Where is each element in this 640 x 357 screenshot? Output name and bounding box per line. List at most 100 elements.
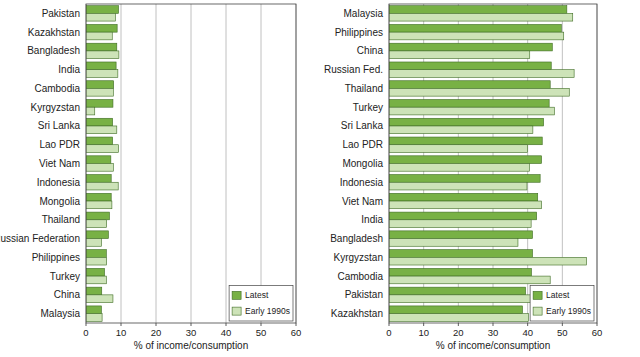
tick-label: 10	[418, 327, 429, 338]
tick-label: 30	[186, 327, 197, 338]
category-label: Kyrgyzstan	[31, 102, 80, 113]
bar	[86, 107, 95, 115]
bar	[86, 175, 111, 183]
bar	[86, 268, 105, 276]
tick-mark	[191, 323, 192, 326]
tick-mark	[156, 323, 157, 326]
bar	[389, 32, 564, 40]
category-label: Malaysia	[41, 308, 81, 319]
bar	[86, 13, 115, 21]
bar	[389, 13, 573, 21]
tick-mark	[261, 323, 262, 326]
category-label: Viet Nam	[39, 158, 80, 169]
grid-line	[562, 4, 563, 323]
bars	[389, 6, 587, 322]
category-label: China	[54, 289, 81, 300]
category-label: Bangladesh	[27, 45, 80, 56]
bar	[86, 164, 113, 172]
bar	[389, 193, 538, 201]
bar	[86, 88, 113, 96]
bar	[389, 145, 528, 153]
bar	[86, 257, 107, 265]
bar	[86, 220, 107, 228]
bar	[389, 62, 551, 70]
grid-line	[261, 4, 262, 323]
bar	[389, 24, 561, 32]
category-label: Pakistan	[42, 8, 80, 19]
grid-line	[121, 4, 122, 323]
bar	[86, 287, 102, 295]
tick-label: 30	[488, 327, 499, 338]
tick-label: 60	[592, 327, 603, 338]
legend: Latest Early 1990s	[530, 285, 594, 321]
bar	[86, 137, 113, 145]
tick-label: 40	[221, 327, 232, 338]
legend-swatch	[533, 307, 542, 315]
category-label: China	[357, 45, 384, 56]
bar	[86, 250, 106, 258]
legend-label: Early 1990s	[245, 306, 290, 316]
bar	[389, 70, 574, 78]
category-label: Bangladesh	[330, 233, 383, 244]
category-label: Russian Federation	[0, 233, 80, 244]
category-label: Viet Nam	[342, 196, 383, 207]
legend-swatch	[533, 291, 542, 299]
category-label: Indonesia	[340, 177, 384, 188]
category-label: Thailand	[42, 214, 80, 225]
tick-label: 40	[522, 327, 533, 338]
legend-label: Early 1990s	[546, 306, 591, 316]
bar	[86, 32, 112, 40]
category-label: Turkey	[50, 271, 80, 282]
axis-label: % of income/consumption	[134, 340, 249, 351]
tick-label: 50	[557, 327, 568, 338]
bar	[86, 231, 108, 239]
category-label: Philippines	[32, 252, 80, 263]
tick-mark	[226, 323, 227, 326]
category-label: Russian Fed.	[324, 64, 383, 75]
bar	[86, 100, 113, 108]
tick-mark	[121, 323, 122, 326]
bar	[389, 239, 518, 247]
bar	[389, 100, 549, 108]
legend-label: Latest	[546, 290, 570, 300]
tick-mark	[597, 323, 598, 326]
bar	[86, 62, 116, 70]
legend-swatch	[232, 307, 241, 315]
bar	[86, 182, 118, 190]
bar	[389, 276, 550, 284]
tick-mark	[389, 323, 390, 326]
bar	[389, 175, 540, 183]
bar	[86, 212, 109, 220]
chart-panel: 0102030405060PakistanKazakhstanBanglades…	[0, 4, 301, 351]
bar	[389, 257, 587, 265]
bar	[389, 6, 567, 14]
axis-label: % of income/consumption	[436, 340, 551, 351]
category-label: Sri Lanka	[38, 120, 81, 131]
bar	[389, 51, 530, 59]
tick-label: 0	[386, 327, 391, 338]
category-label: India	[58, 64, 80, 75]
bar	[86, 24, 117, 32]
bar	[86, 145, 119, 153]
bar	[86, 118, 113, 126]
bar	[389, 81, 550, 89]
legend-label: Latest	[245, 290, 269, 300]
category-label: Mongolia	[342, 158, 383, 169]
bar	[86, 306, 101, 314]
bar	[389, 43, 552, 51]
tick-label: 60	[291, 327, 302, 338]
bar	[86, 6, 119, 14]
tick-label: 20	[453, 327, 464, 338]
category-label: Thailand	[345, 83, 383, 94]
bar	[389, 164, 529, 172]
bar	[389, 268, 531, 276]
category-label: Cambodia	[34, 83, 80, 94]
category-label: Lao PDR	[342, 139, 383, 150]
category-label: Philippines	[335, 27, 383, 38]
chart-canvas: 0 10 20 30 40 50 60 Pakistan Kazakhstan Banglades…	[0, 0, 640, 357]
bar	[389, 137, 542, 145]
tick-label: 0	[83, 327, 88, 338]
category-label: Kazakhstan	[28, 27, 80, 38]
legend-box	[530, 285, 594, 321]
bar	[86, 239, 101, 247]
